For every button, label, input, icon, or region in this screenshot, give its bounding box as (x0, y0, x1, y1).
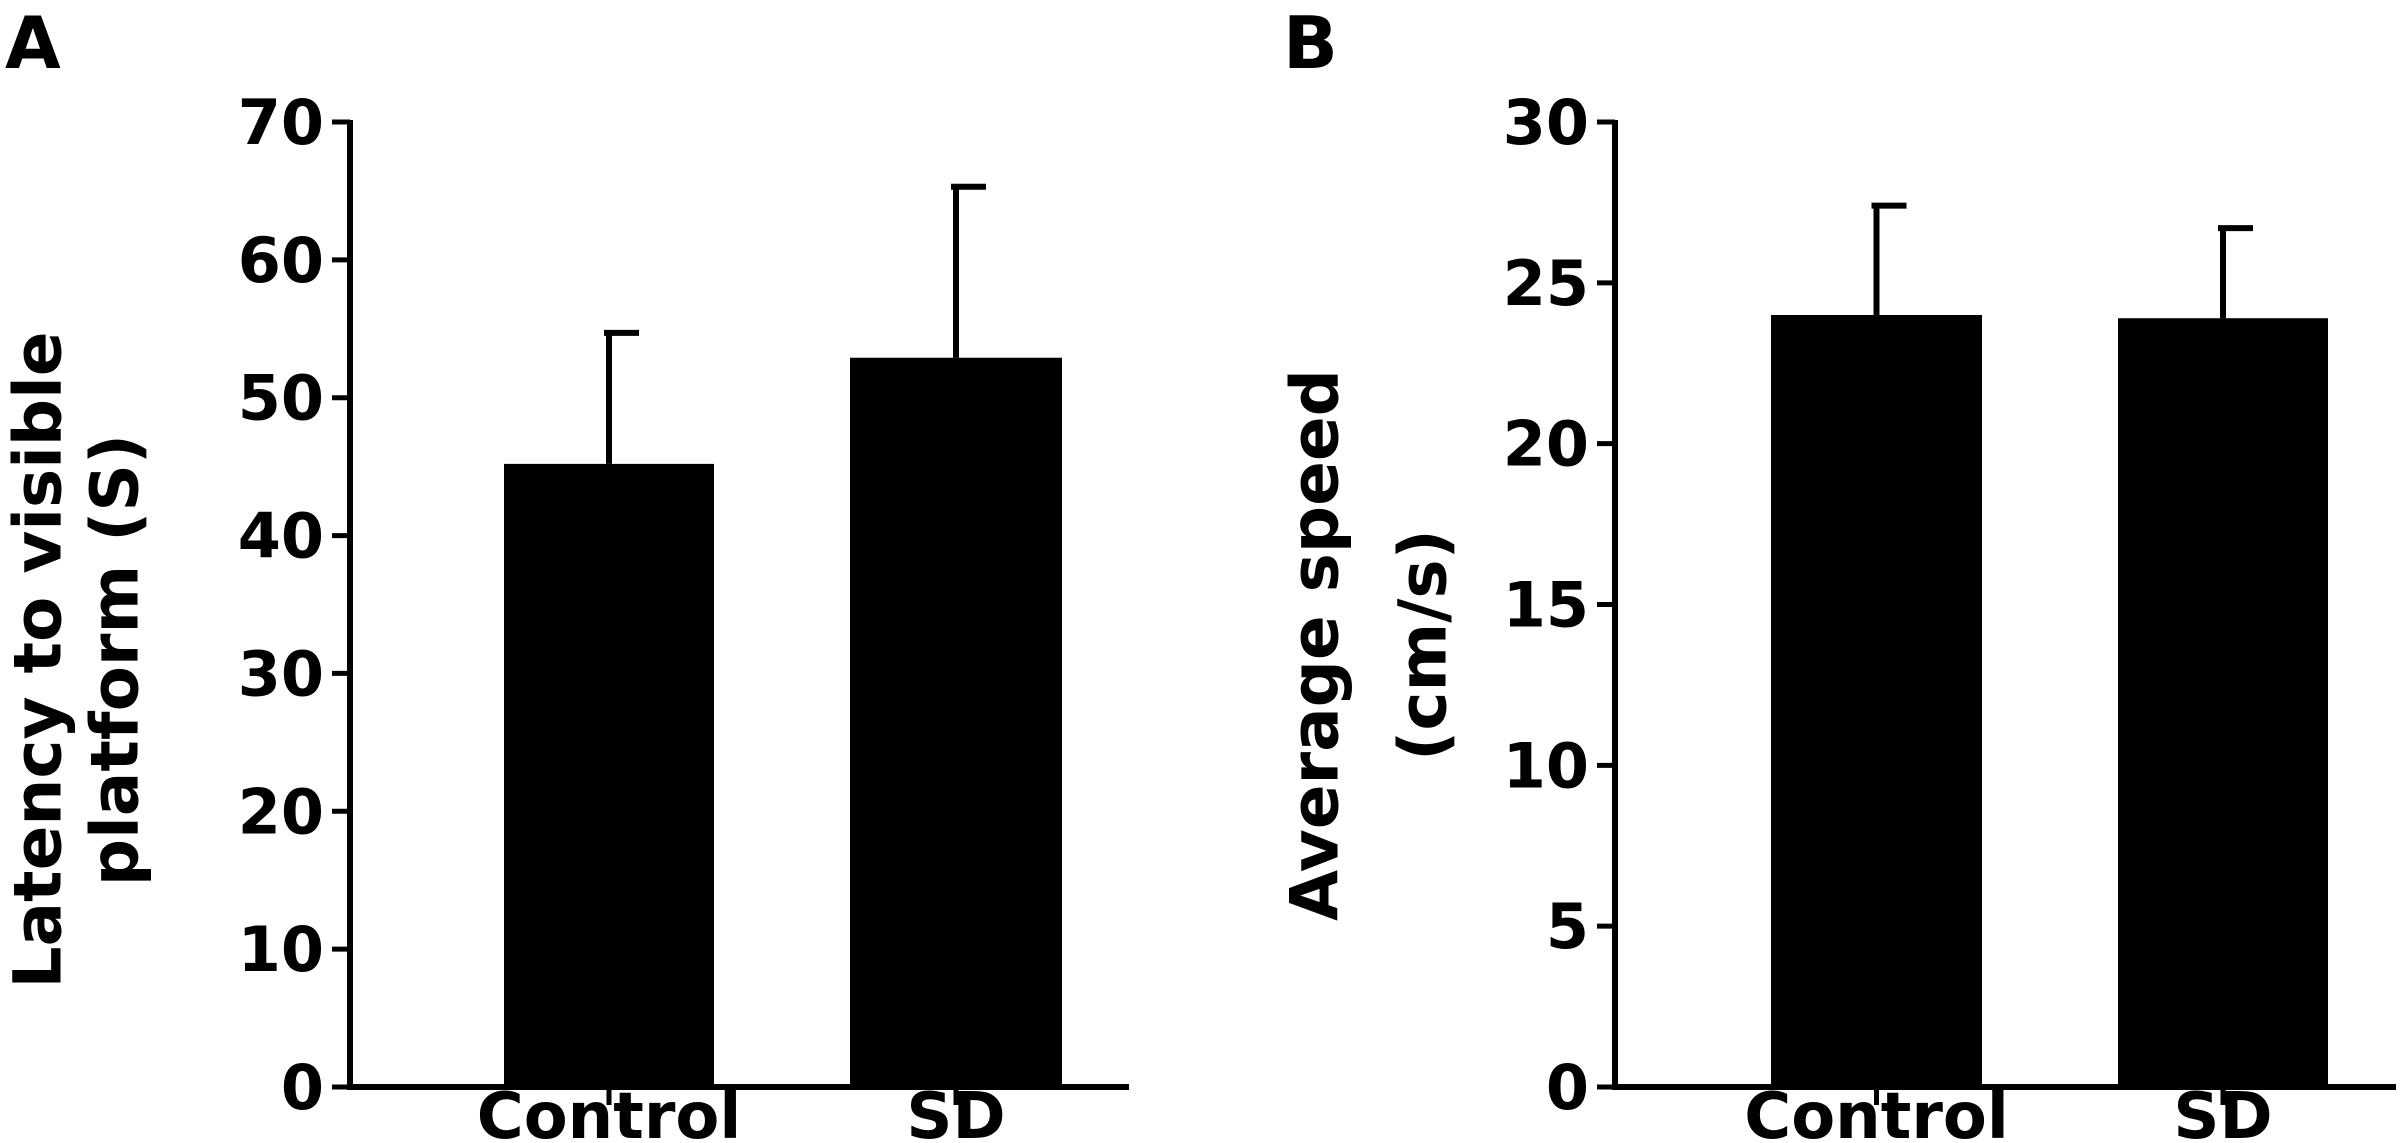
bar (2118, 318, 2328, 1087)
y-tick-label: 20 (1503, 408, 1589, 481)
panel-label: A (5, 1, 61, 85)
y-tick-label: 25 (1503, 247, 1589, 320)
x-tick-label: SD (906, 1080, 1005, 1143)
y-tick-label: 30 (1503, 86, 1589, 159)
bar (850, 357, 1062, 1087)
y-tick-label: 50 (238, 362, 324, 435)
y-tick-label: 0 (281, 1051, 324, 1124)
y-tick-label: 5 (1546, 890, 1589, 963)
y-tick-label: 20 (238, 775, 324, 848)
y-axis-label: Latency to visible (0, 331, 77, 988)
y-tick-label: 10 (238, 913, 324, 986)
chart-panel-b: B Control SD 0 5 10 15 20 25 30 Average speed (cm/s… (1277, 1, 2396, 1143)
panel-label: B (1283, 1, 1338, 85)
y-tick-label: 15 (1503, 569, 1589, 642)
bar (504, 463, 714, 1087)
x-tick-label: Control (1744, 1080, 2009, 1143)
y-axis-label: platform (S) (77, 434, 154, 886)
y-tick-label: 70 (238, 86, 324, 159)
x-tick-label: SD (2173, 1080, 2272, 1143)
y-tick-label: 0 (1546, 1051, 1589, 1124)
y-tick-label: 60 (238, 224, 324, 297)
y-tick-label: 10 (1503, 729, 1589, 802)
y-axis-label: (cm/s) (1385, 529, 1462, 761)
chart-panel-a: A Control SD 0 10 20 30 40 50 60 70 Latency to visi… (0, 1, 1129, 1143)
y-tick-label: 30 (238, 637, 324, 710)
y-tick-label: 40 (238, 500, 324, 573)
x-tick-label: Control (477, 1080, 742, 1143)
y-axis-label: Average speed (1277, 369, 1354, 921)
bar (1771, 315, 1982, 1087)
